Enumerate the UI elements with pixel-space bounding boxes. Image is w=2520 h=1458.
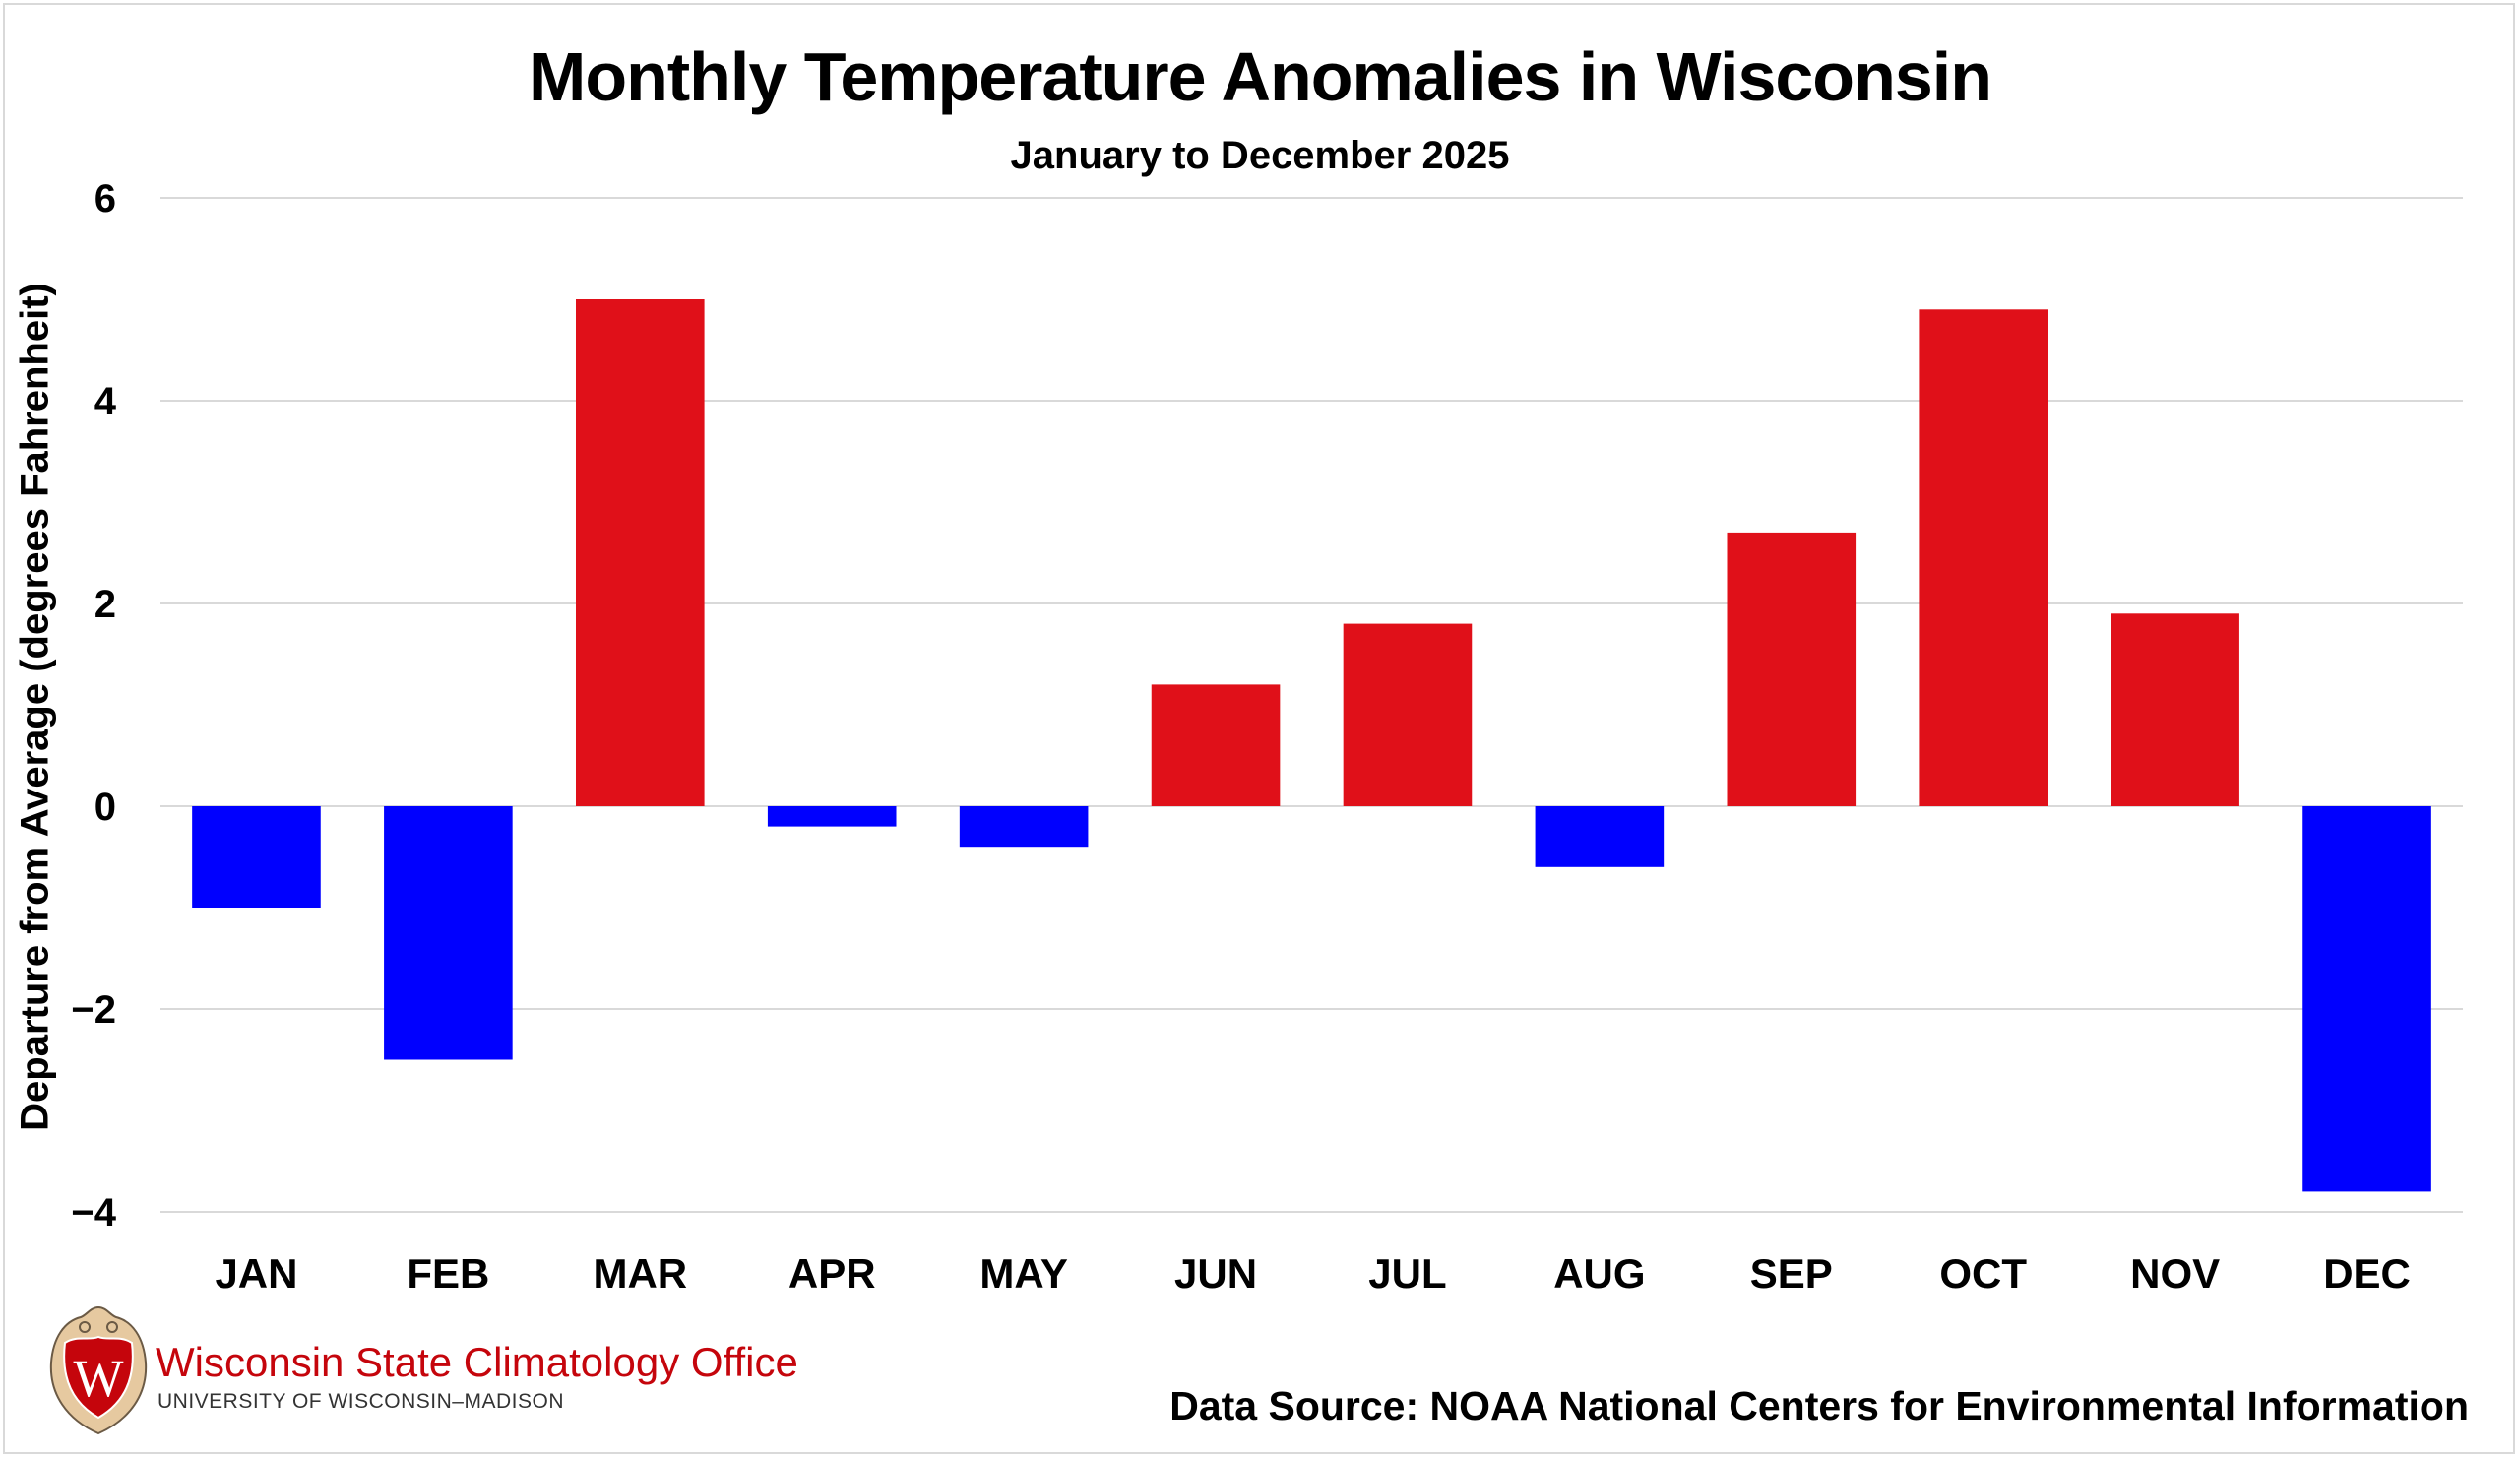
y-tick-label: 6 — [94, 177, 116, 221]
gridlines — [160, 197, 2463, 1213]
x-tick-label: APR — [788, 1250, 876, 1297]
chart-subtitle: January to December 2025 — [1010, 134, 1510, 177]
bar-feb — [384, 806, 513, 1060]
data-source-note: Data Source: NOAA National Centers for E… — [1169, 1383, 2469, 1428]
x-tick-label: SEP — [1750, 1250, 1833, 1297]
x-tick-label: JUL — [1368, 1250, 1446, 1297]
y-tick-labels: 6 4 2 0 −2 −4 — [71, 177, 116, 1235]
x-tick-label: DEC — [2323, 1250, 2411, 1297]
bar-jun — [1151, 684, 1281, 806]
bar-sep — [1727, 532, 1857, 806]
bar-may — [959, 806, 1089, 848]
bar-aug — [1535, 806, 1665, 867]
x-tick-labels: JAN FEB MAR APR MAY JUN JUL AUG SEP OCT NOV DEC — [215, 1250, 2410, 1297]
crest-letter: W — [74, 1349, 124, 1408]
x-tick-label: AUG — [1553, 1250, 1645, 1297]
bar-oct — [1919, 309, 2048, 806]
org-subtitle: UNIVERSITY OF WISCONSIN–MADISON — [158, 1390, 564, 1413]
x-tick-label: JUN — [1174, 1250, 1257, 1297]
bar-jan — [192, 806, 321, 908]
crest-shield-icon — [63, 1335, 134, 1420]
y-tick-label: −2 — [71, 988, 116, 1032]
x-tick-label: MAR — [593, 1250, 687, 1297]
org-name: Wisconsin State Climatology Office — [156, 1339, 798, 1385]
chart-frame — [3, 3, 2515, 1454]
x-tick-label: OCT — [1939, 1250, 2027, 1297]
y-tick-label: −4 — [71, 1191, 116, 1235]
y-tick-label: 4 — [94, 380, 117, 423]
chart-title: Monthly Temperature Anomalies in Wiscons… — [529, 38, 1992, 115]
uw-crest-logo: W — [49, 1305, 148, 1435]
bars — [192, 299, 2431, 1192]
y-tick-label: 2 — [94, 583, 116, 626]
y-tick-label: 0 — [94, 786, 116, 829]
x-tick-label: MAY — [979, 1250, 1067, 1297]
x-tick-label: FEB — [407, 1250, 489, 1297]
bar-nov — [2110, 613, 2239, 806]
bar-dec — [2302, 806, 2431, 1192]
y-axis-label: Departure from Average (degrees Fahrenhe… — [13, 283, 57, 1131]
bar-apr — [767, 806, 897, 827]
x-tick-label: JAN — [215, 1250, 297, 1297]
x-tick-label: NOV — [2130, 1250, 2220, 1297]
bar-jul — [1343, 623, 1473, 806]
bar-mar — [575, 299, 705, 806]
